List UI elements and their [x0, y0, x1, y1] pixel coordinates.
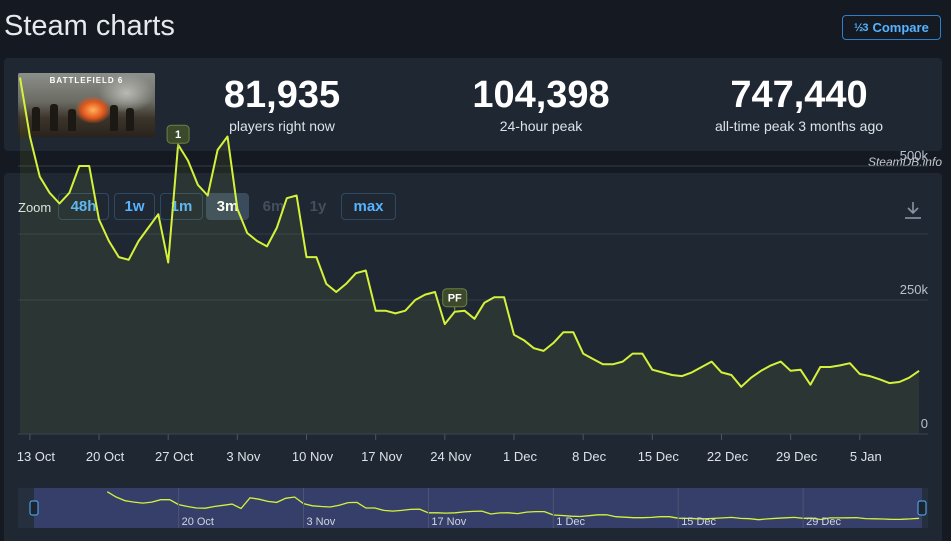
navigator-tick-label: 20 Oct [182, 516, 214, 528]
zoom-1w-button[interactable]: 1w [114, 193, 155, 220]
annotation-marker[interactable] [166, 124, 190, 144]
y-tick-label: 0 [921, 416, 928, 431]
y-tick-label: 250k [900, 282, 929, 297]
zoom-label: Zoom [18, 200, 51, 215]
x-tick-label: 27 Oct [155, 449, 194, 464]
navigator-background [18, 488, 928, 528]
navigator-tick-label: 15 Dec [681, 516, 716, 528]
navigator-selection[interactable] [34, 488, 922, 528]
download-icon[interactable] [902, 199, 924, 221]
series-area [20, 77, 920, 434]
x-tick-label: 1 Dec [503, 449, 537, 464]
series-line [19, 77, 920, 388]
stats-panel: BATTLEFIELD 6 81,935 players right now 1… [4, 58, 942, 151]
x-tick-label: 10 Nov [292, 449, 334, 464]
navigator-tick-label: 29 Dec [806, 516, 841, 528]
zoom-1m-button[interactable]: 1m [160, 193, 203, 220]
x-tick-label: 22 Dec [707, 449, 749, 464]
navigator-right-handle[interactable] [917, 500, 927, 516]
compare-button[interactable]: ½3 Compare [842, 15, 941, 40]
navigator-tick-label: 3 Nov [306, 516, 335, 528]
page-title: Steam charts [4, 10, 175, 42]
zoom-max-button[interactable]: max [341, 193, 396, 220]
stat-value: 747,440 [730, 74, 868, 116]
x-tick-label: 3 Nov [226, 449, 260, 464]
stat-24h-peak: 104,398 24-hour peak [449, 74, 633, 134]
annotation-label: 1 [175, 129, 181, 141]
stat-players-now: 81,935 players right now [202, 74, 362, 134]
navigator-line [106, 491, 920, 521]
navigator-tick-label: 17 Nov [431, 516, 466, 528]
x-tick-label: 13 Oct [17, 449, 56, 464]
x-tick-label: 5 Jan [850, 449, 882, 464]
zoom-1y-button: 1y [309, 198, 327, 215]
stat-value: 81,935 [223, 74, 341, 116]
compare-icon: ½3 [854, 21, 868, 34]
x-tick-label: 20 Oct [86, 449, 125, 464]
stat-all-time-peak: 747,440 all-time peak 3 months ago [694, 74, 904, 134]
stat-label: all-time peak 3 months ago [714, 118, 884, 134]
zoom-48h-button[interactable]: 48h [58, 193, 109, 220]
zoom-6m-button: 6m [262, 198, 285, 215]
x-tick-label: 8 Dec [572, 449, 606, 464]
stat-label: 24-hour peak [499, 118, 583, 134]
annotation-marker[interactable] [442, 288, 468, 308]
y-tick-label: 500k [900, 148, 929, 163]
annotation-label: PF [448, 293, 462, 305]
x-tick-label: 15 Dec [638, 449, 680, 464]
zoom-3m-button[interactable]: 3m [206, 193, 249, 220]
game-thumbnail[interactable]: BATTLEFIELD 6 [18, 73, 155, 137]
x-tick-label: 29 Dec [776, 449, 818, 464]
compare-button-label: Compare [872, 20, 929, 35]
x-tick-label: 17 Nov [361, 449, 403, 464]
game-thumbnail-label: BATTLEFIELD 6 [49, 76, 124, 85]
stat-value: 104,398 [472, 74, 610, 116]
navigator-tick-label: 1 Dec [556, 516, 585, 528]
navigator-left-handle[interactable] [29, 500, 39, 516]
x-tick-label: 24 Nov [430, 449, 472, 464]
stat-label: players right now [229, 118, 335, 134]
